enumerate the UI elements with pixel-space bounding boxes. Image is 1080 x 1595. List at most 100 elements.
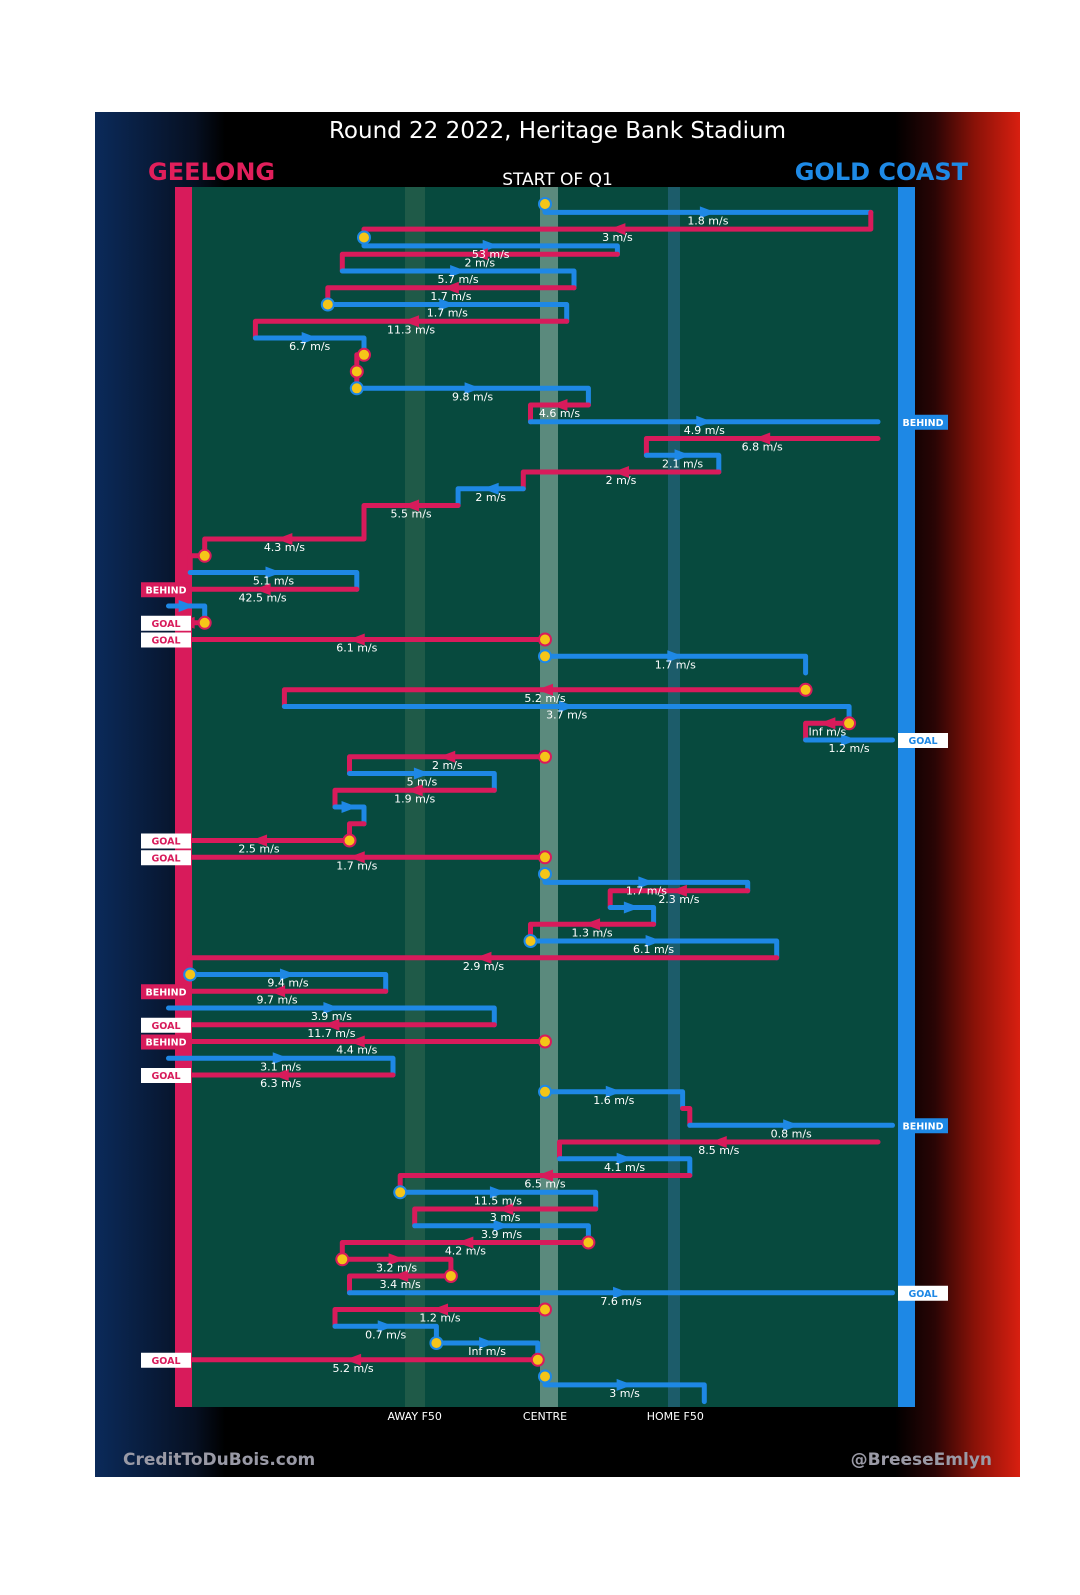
chain-33 <box>347 771 497 793</box>
speed-label: 53 m/s <box>472 248 510 261</box>
chain-chart: 1.8 m/s3 m/s53 m/s2 m/s5.7 m/s1.7 m/s1.7… <box>141 187 948 1423</box>
chain-arrow <box>674 449 691 462</box>
possession-marker <box>429 1336 444 1350</box>
speed-label: 11.7 m/s <box>307 1027 355 1040</box>
chain-16 <box>643 452 722 475</box>
speed-label: 7.6 m/s <box>600 1295 641 1308</box>
chain-arrow <box>348 633 365 646</box>
chart-poster: 1.8 m/s 3 m/s 53 m/s 2 m/s 5.7 m/s 1.7 m/s 1.7… <box>95 112 1020 1477</box>
chain-13 <box>528 402 591 425</box>
outcome-label: GOAL <box>151 853 180 864</box>
away-f50-band <box>405 187 425 1407</box>
chain-52 <box>542 1089 686 1111</box>
chain-arrow <box>471 248 488 261</box>
chain-arrow <box>439 750 456 763</box>
chain-arrow <box>442 281 459 294</box>
outcome-badge <box>141 632 191 648</box>
outcome-badges: BEHIND BEHIND GOAL GOAL GOAL GOAL GOAL BEHIND GO… <box>141 414 948 1368</box>
chain-40 <box>607 888 751 910</box>
marker-layer <box>183 197 857 1384</box>
possession-marker <box>197 615 212 630</box>
chain-arrow <box>482 482 499 495</box>
possession-marker <box>197 548 212 563</box>
chain-12 <box>354 385 591 408</box>
x-tick-label: AWAY F50 <box>387 1410 441 1423</box>
geelong-goal-line <box>175 187 192 1407</box>
home-team-label: GEELONG <box>148 158 276 186</box>
speed-label: 6.5 m/s <box>524 1178 565 1191</box>
outcome-badge <box>141 582 191 598</box>
possession-marker <box>538 197 552 211</box>
chain-arrow <box>272 1069 289 1081</box>
speed-label: 4.4 m/s <box>336 1044 377 1057</box>
chain-arrow <box>783 1119 800 1132</box>
credit-right: @BreeseEmlyn <box>850 1450 992 1470</box>
chain-arrow <box>254 583 271 596</box>
speed-label: 3.7 m/s <box>546 709 587 722</box>
outcome-badge <box>141 833 191 849</box>
speed-label: 3.1 m/s <box>260 1060 301 1073</box>
possession-marker <box>798 682 813 697</box>
speed-label: 5.2 m/s <box>333 1362 374 1375</box>
centre-band <box>540 187 558 1407</box>
speed-label: 6.7 m/s <box>289 340 330 353</box>
chain-34 <box>332 787 497 810</box>
chain-arrow <box>269 985 286 998</box>
chain-arrow <box>301 332 318 344</box>
outcome-badge <box>141 1034 191 1050</box>
chain-arrow <box>348 851 365 864</box>
chain-arrow <box>489 1186 506 1199</box>
outcome-badge <box>898 1285 948 1301</box>
x-tick-label: CENTRE <box>523 1410 567 1423</box>
chain-arrow <box>450 265 467 277</box>
chain-arrow <box>345 1353 362 1366</box>
possession-marker <box>342 833 357 848</box>
speed-label: 9.8 m/s <box>452 390 493 403</box>
possession-marker <box>523 934 538 948</box>
outcome-label: BEHIND <box>145 585 186 596</box>
chain-arrow <box>645 935 662 947</box>
chain-arrow <box>475 951 492 964</box>
chain-arrow <box>493 1219 510 1232</box>
possession-marker <box>349 364 364 379</box>
speed-label: 2.1 m/s <box>662 457 703 470</box>
possession-marker <box>581 1235 596 1250</box>
quarter-start-label: START OF Q1 <box>502 170 613 190</box>
speed-label: 4.9 m/s <box>684 424 725 437</box>
chain-56 <box>557 1156 693 1178</box>
chain-arrow <box>609 223 626 236</box>
chain-arrow <box>616 1378 633 1391</box>
speed-label: 8.5 m/s <box>698 1144 739 1157</box>
chain-arrow <box>537 683 553 696</box>
speed-label: 6.8 m/s <box>742 441 783 454</box>
chain-4 <box>339 251 620 274</box>
chain-19 <box>361 503 461 525</box>
chain-8 <box>252 318 570 341</box>
possession-marker <box>530 1352 545 1367</box>
chain-arrow <box>699 206 716 219</box>
chain-arrow <box>178 600 195 612</box>
chain-53 <box>680 1106 693 1128</box>
chain-arrow <box>623 901 640 914</box>
chain-arrow <box>403 499 420 512</box>
speed-label: 2 m/s <box>475 491 506 504</box>
speed-label: 3.9 m/s <box>311 1010 352 1023</box>
x-tick-label: HOME F50 <box>647 1410 704 1423</box>
speed-label: 2.3 m/s <box>658 893 699 906</box>
speed-label: 11.5 m/s <box>474 1194 522 1207</box>
x-axis-ticks: AWAY F50 CENTRE HOME F50 <box>387 1410 703 1423</box>
chain-58 <box>397 1189 599 1212</box>
speed-label: 1.2 m/s <box>829 742 870 755</box>
outcome-badge <box>141 1352 191 1368</box>
home-f50-band <box>668 187 680 1407</box>
outcome-label: GOAL <box>151 619 180 630</box>
speed-label: 9.7 m/s <box>257 993 298 1006</box>
speed-label: 4.1 m/s <box>604 1161 645 1174</box>
speed-label: 42.5 m/s <box>239 591 287 604</box>
speed-label: 5.1 m/s <box>253 575 294 588</box>
possession-marker <box>393 1185 408 1200</box>
chain-arrow <box>551 399 568 411</box>
chain-arrow <box>537 1169 553 1182</box>
speed-label: 1.7 m/s <box>430 290 471 303</box>
possession-marker <box>349 381 364 396</box>
